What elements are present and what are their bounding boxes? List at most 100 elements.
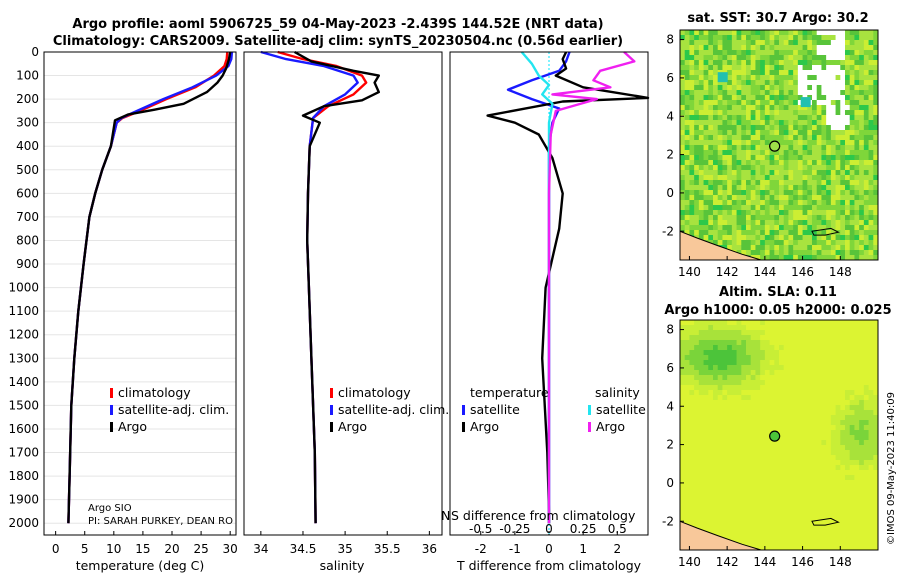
map-cell bbox=[783, 195, 789, 201]
map-cell bbox=[868, 245, 874, 251]
map-cell bbox=[736, 220, 742, 226]
map-cell bbox=[694, 465, 700, 471]
map-cell bbox=[769, 80, 775, 86]
map-cell bbox=[703, 50, 709, 56]
map-cell bbox=[816, 120, 822, 126]
map-cell bbox=[684, 45, 690, 51]
map-cell bbox=[868, 115, 874, 121]
map-cell bbox=[689, 160, 695, 166]
map-cell bbox=[713, 405, 719, 411]
map-cell bbox=[722, 90, 728, 96]
map-cell bbox=[840, 55, 846, 61]
map-cell bbox=[680, 40, 686, 46]
map-cell bbox=[821, 365, 827, 371]
map-cell bbox=[797, 255, 803, 261]
map-cell bbox=[731, 240, 737, 246]
map-cell bbox=[816, 475, 822, 481]
map-cell bbox=[854, 520, 860, 526]
map-cell bbox=[750, 410, 756, 416]
map-cell bbox=[722, 520, 728, 526]
map-cell bbox=[741, 125, 747, 131]
map-cell bbox=[859, 380, 865, 386]
map-cell bbox=[713, 60, 719, 66]
map-cell bbox=[689, 30, 695, 36]
map-cell bbox=[826, 425, 832, 431]
map-cell bbox=[812, 530, 818, 536]
map-cell bbox=[859, 490, 865, 496]
map-cell bbox=[830, 75, 836, 81]
map-cell bbox=[840, 45, 846, 51]
map-cell bbox=[802, 495, 808, 501]
depth-tick-1100: 1100 bbox=[8, 304, 39, 318]
map-cell bbox=[783, 350, 789, 356]
map-cell bbox=[807, 460, 813, 466]
map-cell bbox=[722, 325, 728, 331]
map-cell bbox=[694, 60, 700, 66]
map-cell bbox=[859, 120, 865, 126]
map-cell bbox=[769, 380, 775, 386]
map-cell bbox=[750, 155, 756, 161]
map-cell bbox=[812, 440, 818, 446]
map-cell bbox=[703, 70, 709, 76]
map-cell bbox=[741, 140, 747, 146]
map-cell bbox=[849, 545, 855, 551]
map-cell bbox=[859, 330, 865, 336]
map-cell bbox=[708, 420, 714, 426]
map-cell bbox=[873, 100, 879, 106]
map-cell bbox=[807, 395, 813, 401]
map-cell bbox=[764, 95, 770, 101]
map-cell bbox=[741, 500, 747, 506]
map-cell bbox=[722, 180, 728, 186]
series-line-salinity-argo bbox=[547, 51, 636, 524]
map-cell bbox=[821, 230, 827, 236]
map-cell bbox=[779, 55, 785, 61]
map-cell bbox=[788, 215, 794, 221]
map-cell bbox=[783, 150, 789, 156]
map-cell bbox=[698, 175, 704, 181]
map-cell bbox=[764, 140, 770, 146]
map-cell bbox=[703, 450, 709, 456]
map-cell bbox=[807, 455, 813, 461]
map-cell bbox=[750, 415, 756, 421]
map-cell bbox=[736, 450, 742, 456]
map-cell bbox=[797, 90, 803, 96]
map-cell bbox=[746, 410, 752, 416]
map-cell bbox=[708, 445, 714, 451]
map-cell bbox=[797, 470, 803, 476]
map-cell bbox=[760, 125, 766, 131]
map-cell bbox=[746, 435, 752, 441]
map-cell bbox=[680, 85, 686, 91]
map-cell bbox=[703, 160, 709, 166]
map-cell bbox=[873, 390, 879, 396]
map-cell bbox=[741, 80, 747, 86]
map-cell bbox=[802, 250, 808, 256]
map-cell bbox=[802, 480, 808, 486]
map-cell bbox=[769, 540, 775, 546]
map-cell bbox=[783, 145, 789, 151]
map-cell bbox=[684, 465, 690, 471]
map-cell bbox=[840, 95, 846, 101]
map-cell bbox=[717, 515, 723, 521]
legend-label-temp-satellite: satellite bbox=[470, 402, 520, 417]
map-cell bbox=[783, 110, 789, 116]
map-cell bbox=[826, 170, 832, 176]
map-cell bbox=[774, 485, 780, 491]
map-cell bbox=[741, 495, 747, 501]
map-cell bbox=[741, 130, 747, 136]
map-cell bbox=[807, 210, 813, 216]
map-cell bbox=[849, 345, 855, 351]
legend-title-salinity: salinity bbox=[595, 385, 640, 400]
depth-tick-1000: 1000 bbox=[8, 281, 39, 295]
map-cell bbox=[741, 55, 747, 61]
map-cell bbox=[779, 385, 785, 391]
map-cell bbox=[821, 535, 827, 541]
map-cell bbox=[684, 480, 690, 486]
map-cell bbox=[854, 165, 860, 171]
map-cell bbox=[873, 40, 879, 46]
map-cell bbox=[746, 170, 752, 176]
map-cell bbox=[750, 245, 756, 251]
map-cell bbox=[783, 185, 789, 191]
map-cell bbox=[727, 325, 733, 331]
map-cell bbox=[684, 335, 690, 341]
map-cell bbox=[812, 485, 818, 491]
